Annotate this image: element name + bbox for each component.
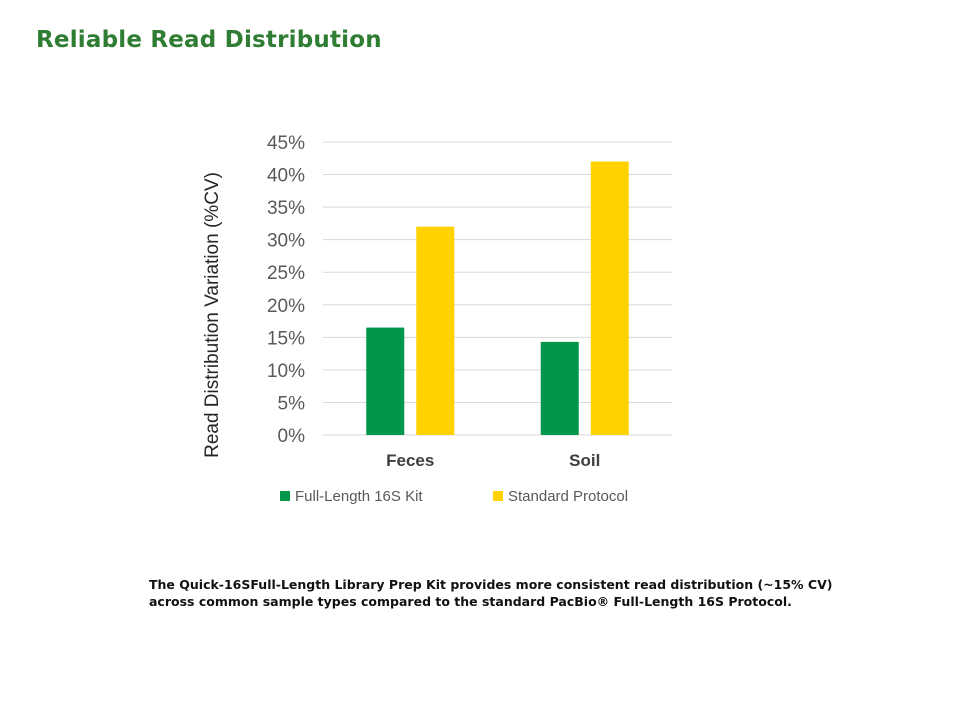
x-tick-label: Feces (386, 451, 434, 470)
legend-swatch (493, 491, 503, 501)
y-tick-label: 45% (267, 133, 305, 154)
caption: The Quick-16SFull-Length Library Prep Ki… (149, 576, 849, 610)
bar-soil-2 (590, 161, 629, 435)
caption-line-1: The Quick-16SFull-Length Library Prep Ki… (149, 577, 833, 592)
chart-canvas: Read Distribution Variation (%CV) 0% 5% 10… (202, 133, 672, 505)
bars (366, 161, 629, 435)
x-tick-label: Soil (569, 451, 600, 470)
bar-chart: Read Distribution Variation (%CV) 0% 5% 10… (190, 125, 690, 525)
legend-label: Standard Protocol (508, 488, 628, 505)
bar-feces-2 (416, 226, 455, 435)
legend: Full-Length 16S Kit Standard Protocol (280, 488, 628, 505)
y-tick-label: 40% (267, 166, 305, 187)
caption-line-2: across common sample types compared to t… (149, 594, 792, 609)
x-tick-labels: Feces Soil (386, 451, 600, 470)
legend-swatch (280, 491, 290, 501)
legend-label: Full-Length 16S Kit (295, 488, 423, 505)
y-tick-label: 30% (267, 231, 305, 252)
y-tick-label: 5% (278, 393, 306, 414)
y-tick-label: 10% (267, 361, 305, 382)
y-tick-label: 35% (267, 198, 305, 219)
y-tick-label: 0% (278, 426, 306, 447)
y-tick-label: 20% (267, 296, 305, 317)
y-axis-label: Read Distribution Variation (%CV) (202, 172, 223, 458)
bar-feces-1 (366, 327, 405, 435)
bar-soil-1 (540, 341, 579, 435)
slide-title: Reliable Read Distribution (36, 27, 382, 53)
y-tick-labels: 0% 5% 10% 15% 20% 25% 30% 35% 40% 45% (267, 133, 305, 447)
y-tick-label: 15% (267, 328, 305, 349)
y-tick-label: 25% (267, 263, 305, 284)
